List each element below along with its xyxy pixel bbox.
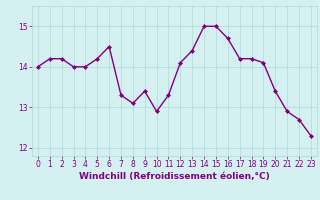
X-axis label: Windchill (Refroidissement éolien,°C): Windchill (Refroidissement éolien,°C) — [79, 172, 270, 181]
